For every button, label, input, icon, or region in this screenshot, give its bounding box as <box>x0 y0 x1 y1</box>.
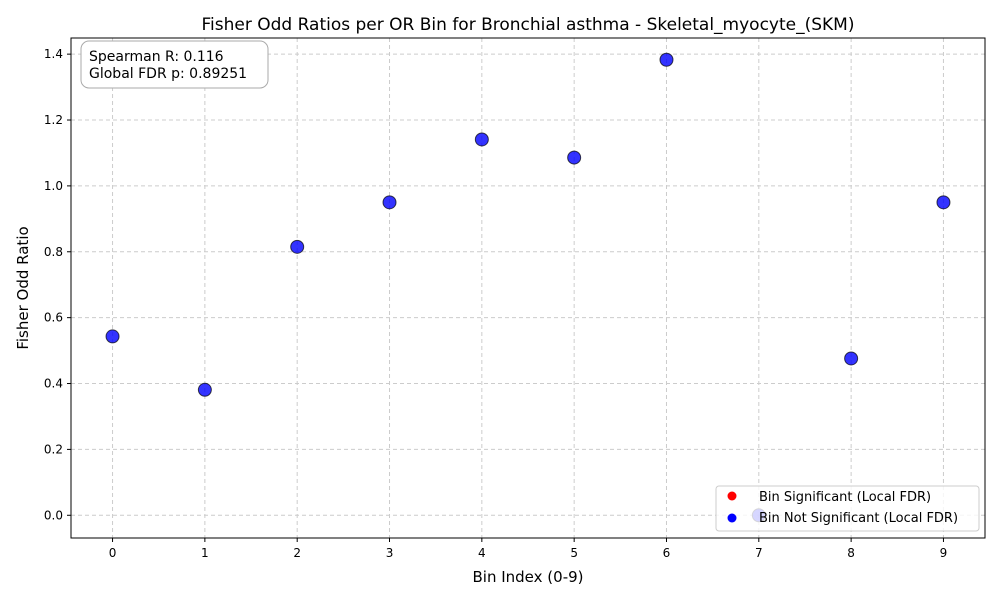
y-tick-label: 0.8 <box>44 245 63 259</box>
x-tick-label: 3 <box>386 546 394 560</box>
legend-box <box>715 485 980 532</box>
data-point <box>290 239 305 254</box>
y-tick-label: 1.4 <box>44 47 63 61</box>
data-point <box>474 132 489 147</box>
x-axis-label: Bin Index (0-9) <box>473 568 584 586</box>
legend-label-significant: Bin Significant (Local FDR) <box>759 490 931 505</box>
data-point <box>659 52 674 67</box>
data-point <box>382 195 397 210</box>
stats-box <box>80 40 269 89</box>
legend-marker-not-significant <box>727 513 737 523</box>
grid <box>71 38 985 538</box>
x-tick-label: 2 <box>293 546 301 560</box>
x-tick-label: 6 <box>663 546 671 560</box>
x-tick-label: 7 <box>755 546 763 560</box>
x-axis: 0 1 2 3 4 5 6 7 8 9 <box>109 538 948 560</box>
data-point <box>105 329 120 344</box>
legend-marker-significant <box>727 491 737 501</box>
x-tick-label: 1 <box>201 546 209 560</box>
plot-area <box>70 37 986 539</box>
data-points <box>105 52 951 523</box>
legend: Bin Significant (Local FDR) Bin Not Sign… <box>715 485 980 532</box>
x-tick-label: 5 <box>570 546 578 560</box>
x-tick-label: 4 <box>478 546 486 560</box>
y-axis-label: Fisher Odd Ratio <box>14 226 32 349</box>
global-fdr-text: Global FDR p: 0.89251 <box>89 66 247 82</box>
y-tick-label: 1.2 <box>44 113 63 127</box>
data-point <box>844 351 859 366</box>
x-tick-label: 9 <box>940 546 948 560</box>
y-tick-label: 0.2 <box>44 442 63 456</box>
x-tick-label: 0 <box>109 546 117 560</box>
data-point <box>936 195 951 210</box>
y-tick-label: 0.4 <box>44 377 63 391</box>
data-point <box>197 382 212 397</box>
y-tick-label: 1.0 <box>44 179 63 193</box>
x-tick-label: 8 <box>847 546 855 560</box>
y-tick-label: 0.0 <box>44 508 63 522</box>
chart-title: Fisher Odd Ratios per OR Bin for Bronchi… <box>202 15 855 35</box>
legend-label-not-significant: Bin Not Significant (Local FDR) <box>759 511 958 526</box>
y-axis: 0.0 0.2 0.4 0.6 0.8 1.0 1.2 1.4 <box>44 47 71 522</box>
stats-annotation: Spearman R: 0.116 Global FDR p: 0.89251 <box>80 40 269 89</box>
spearman-text: Spearman R: 0.116 <box>89 49 224 65</box>
data-point <box>567 150 582 165</box>
y-tick-label: 0.6 <box>44 311 63 325</box>
